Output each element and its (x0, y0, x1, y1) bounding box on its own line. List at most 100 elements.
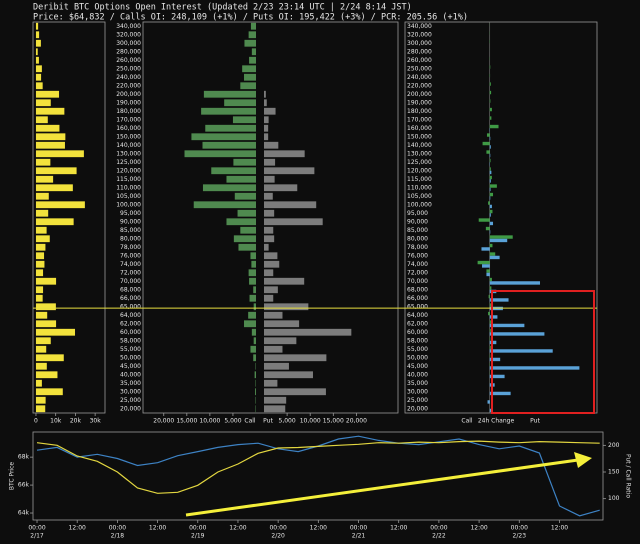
y2-axis-label: Put / Call Ratio (625, 454, 632, 498)
date-label: 2/21 (352, 533, 366, 540)
call-bar (248, 31, 256, 39)
strike-label: 35,000 (120, 380, 141, 387)
put-bar (264, 371, 313, 379)
call-bar (250, 345, 256, 353)
strike-label: 20,000 (120, 405, 141, 412)
put-bar (264, 192, 273, 200)
y-tick-label: 64k (18, 510, 30, 517)
total-bar (35, 294, 43, 302)
x-tick-label: 20,000 (346, 418, 367, 425)
put-bar (264, 243, 269, 251)
axis-label: Put (263, 418, 273, 425)
strike-label: 110,000 (407, 184, 432, 191)
call-bar (234, 192, 256, 200)
chart-subtitle: Price: $64,832 / Calls OI: 248,109 (+1%)… (33, 13, 468, 23)
call-bar (233, 158, 256, 166)
change-bar (489, 196, 491, 200)
put-bar (264, 320, 300, 328)
x-tick-label: 10,000 (199, 418, 220, 425)
put-bar (264, 311, 283, 319)
call-bar (244, 39, 256, 47)
x-tick-label: 12:00 (551, 525, 568, 532)
change-bar (489, 349, 553, 353)
change-bar (482, 141, 490, 146)
strike-label: 62,000 (120, 320, 141, 327)
strike-label: 170,000 (407, 116, 432, 123)
strike-label: 300,000 (407, 40, 432, 47)
put-bar (264, 388, 326, 396)
x-tick-label: 0 (34, 418, 38, 425)
put-bar (264, 235, 275, 243)
put-bar (264, 362, 289, 370)
strike-label: 240,000 (116, 74, 141, 81)
total-bar (35, 184, 73, 192)
strike-label: 130,000 (116, 150, 141, 157)
axis-label: Call (461, 418, 473, 425)
total-bar (35, 201, 85, 209)
strike-label: 35,000 (407, 380, 428, 387)
total-bar (35, 31, 40, 39)
strike-label: 125,000 (116, 159, 141, 166)
change-bar (489, 345, 491, 350)
change-bar (488, 311, 490, 316)
series-line (36, 440, 600, 494)
call-bar (205, 124, 256, 132)
strike-label: 78,000 (120, 244, 141, 251)
strike-label: 65,000 (407, 303, 428, 310)
total-bar (35, 22, 39, 30)
strike-label: 76,000 (120, 252, 141, 259)
put-bar (264, 133, 269, 141)
call-bar (251, 260, 256, 268)
change-bar (489, 153, 491, 158)
call-bar (249, 56, 256, 64)
call-bar (250, 252, 256, 260)
arrow-head (574, 452, 592, 468)
call-bar (226, 175, 256, 183)
strike-label: 300,000 (116, 40, 141, 47)
y-axis-label: BTC Price (9, 462, 16, 490)
call-bar (244, 73, 256, 81)
strike-label: 55,000 (407, 346, 428, 353)
strike-label: 160,000 (407, 125, 432, 132)
call-bar (193, 201, 256, 209)
call-bar (238, 243, 256, 251)
strike-label: 170,000 (116, 116, 141, 123)
total-bar (35, 243, 46, 251)
change-bar (489, 277, 492, 282)
put-bar (264, 303, 309, 311)
chart-title: Deribit BTC Options Open Interest (Updat… (33, 3, 412, 13)
change-bar (489, 408, 492, 413)
x-tick-label: 00:00 (269, 525, 286, 532)
change-bar (489, 315, 498, 319)
total-bar (35, 107, 65, 115)
change-bar (489, 65, 491, 69)
strike-label: 74,000 (407, 261, 428, 268)
change-bar (489, 145, 491, 149)
put-bar (264, 286, 278, 294)
put-bar (264, 158, 276, 166)
strike-label: 66,000 (407, 295, 428, 302)
change-bar (488, 201, 490, 205)
date-label: 2/20 (271, 533, 285, 540)
oi-panel (142, 21, 399, 414)
x-tick-label: 00:00 (28, 525, 45, 532)
call-bar (201, 107, 256, 115)
call-bar (232, 116, 256, 124)
strike-label: 85,000 (407, 227, 428, 234)
strike-label: 105,000 (407, 193, 432, 200)
put-bar (264, 252, 278, 260)
put-bar (264, 150, 305, 158)
change-bar (489, 238, 508, 243)
change-bar (485, 226, 490, 231)
change-bar (489, 179, 491, 183)
strike-label: 74,000 (120, 261, 141, 268)
put-bar (264, 201, 317, 209)
call-bar (253, 354, 256, 362)
strike-label: 150,000 (407, 133, 432, 140)
trend-arrow (185, 458, 579, 517)
x-tick-label: 00:00 (350, 525, 367, 532)
strike-label: 68,000 (407, 286, 428, 293)
x-tick-label: 12:00 (69, 525, 86, 532)
put-bar (264, 167, 315, 175)
